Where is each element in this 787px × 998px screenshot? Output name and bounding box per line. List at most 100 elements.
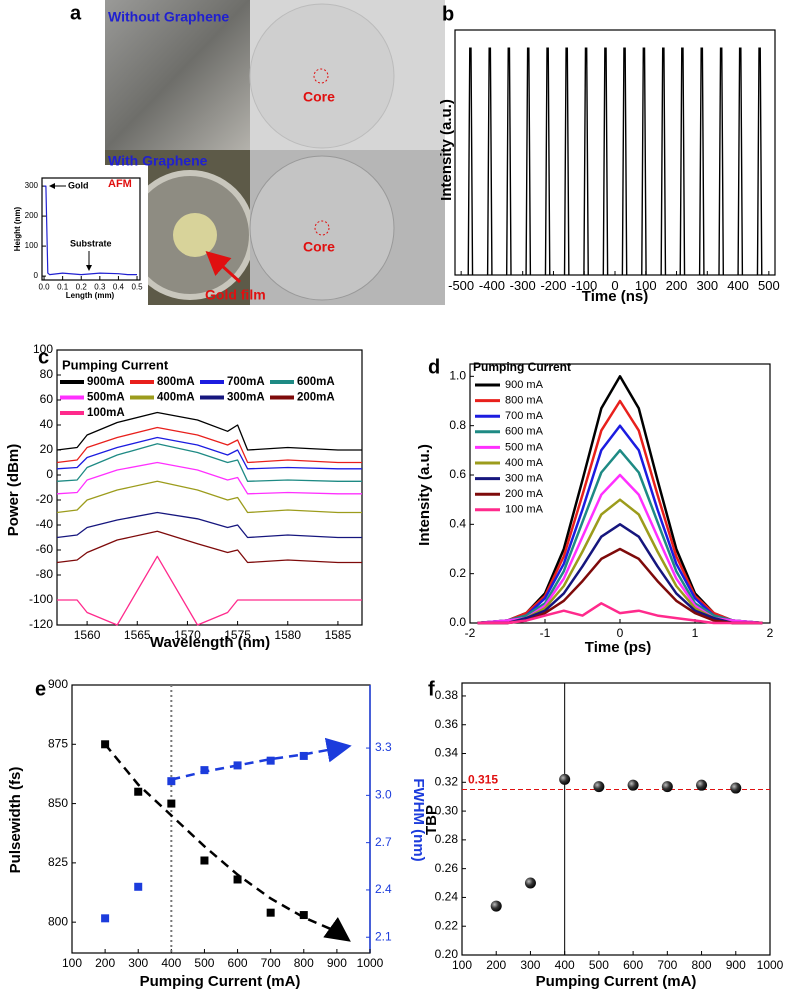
series-line (477, 498, 763, 625)
y2-tick-label: 2.1 (375, 929, 392, 943)
photo-label: AFM (108, 178, 132, 190)
legend-label: 300 mA (505, 473, 544, 485)
core-marker (313, 68, 329, 84)
photo-label: With Graphene (108, 153, 208, 169)
point (266, 908, 275, 917)
point (101, 740, 110, 749)
fiber-face (249, 3, 395, 149)
point (101, 914, 110, 923)
pulse (641, 47, 647, 276)
y-tick-label: 900 (48, 677, 68, 691)
reference-label: 0.315 (468, 773, 498, 787)
y-tick-label: 0.22 (435, 918, 459, 932)
legend-label: 800mA (157, 376, 195, 388)
x-tick-label: -2 (465, 626, 476, 640)
plot-frame (71, 684, 371, 954)
y-axis-title: Height (nm) (13, 206, 22, 251)
series-line (56, 443, 362, 482)
y-axis-title: Power (dBm) (5, 444, 22, 537)
point (233, 875, 242, 884)
legend-label: 600mA (297, 376, 335, 388)
point (200, 856, 209, 865)
x-tick-label: 800 (692, 958, 712, 972)
legend-label: 100mA (87, 407, 125, 419)
y-tick-label: -40 (36, 517, 54, 531)
y-axis-title: Intensity (a.u.) (438, 99, 455, 201)
y2-tick-label: 3.0 (375, 788, 392, 802)
plot-frame (41, 177, 141, 281)
inset-background (0, 165, 148, 305)
y-tick-label: 200 (25, 211, 39, 220)
x-tick-label: 600 (228, 956, 248, 970)
x-tick-label: 1565 (124, 628, 151, 642)
point (696, 779, 708, 791)
panel-label: a (70, 2, 82, 24)
legend-label: 300mA (227, 392, 265, 404)
x-tick-label: 1585 (325, 628, 352, 642)
point (134, 882, 143, 891)
series-line (56, 426, 362, 464)
y-tick-label: -80 (36, 567, 54, 581)
x-axis-title: Pumping Current (mA) (536, 973, 697, 990)
x-tick-label: -300 (510, 278, 536, 293)
annotation: Gold (68, 180, 89, 190)
point (167, 777, 176, 786)
x-tick-label: 400 (727, 278, 749, 293)
x-tick-label: 1000 (357, 956, 384, 970)
y-tick-label: 0.8 (449, 418, 466, 432)
x-axis-title: Length (mm) (66, 291, 115, 300)
legend-label: 200mA (297, 392, 335, 404)
series-line (56, 511, 362, 539)
y-axis-title: Pulsewidth (fs) (7, 767, 24, 874)
y-tick-label: 0.4 (449, 517, 466, 531)
core-marker (314, 220, 330, 236)
y-axis-title: TBP (423, 805, 440, 835)
y-axis-title: Intensity (a.u.) (416, 444, 433, 546)
pulse (756, 47, 763, 276)
legend-label: 700 mA (505, 410, 544, 422)
y-tick-label: 60 (40, 392, 54, 406)
legend-label: 700mA (227, 376, 265, 388)
x-tick-label: 700 (261, 956, 281, 970)
panel-label: f (428, 678, 435, 700)
y-tick-label: 875 (48, 736, 68, 750)
legend-label: 200 mA (505, 488, 544, 500)
x-tick-label: 0.0 (38, 282, 50, 291)
x-tick-label: 200 (486, 958, 506, 972)
point (593, 781, 605, 793)
y-tick-label: 0.36 (435, 717, 459, 731)
x-tick-label: 1 (692, 626, 699, 640)
y-tick-label: -20 (36, 492, 54, 506)
pulse (602, 47, 609, 276)
x-tick-label: 0.2 (76, 282, 88, 291)
y-tick-label: 100 (25, 241, 39, 250)
x-tick-label: 300 (128, 956, 148, 970)
y-tick-label: 0.30 (435, 803, 459, 817)
point (730, 782, 742, 794)
y-tick-label: 300 (25, 181, 39, 190)
series-line (477, 424, 763, 625)
y2-tick-label: 2.4 (375, 882, 392, 896)
legend-label: 400mA (157, 392, 195, 404)
arrow (205, 250, 242, 284)
legend-title: Pumping Current (473, 360, 571, 374)
pulse (505, 47, 512, 276)
point (661, 781, 673, 793)
y-tick-label: 0.34 (435, 746, 459, 760)
x-tick-label: 0.5 (131, 282, 143, 291)
y2-tick-label: 2.7 (375, 835, 392, 849)
x-tick-label: 900 (726, 958, 746, 972)
x-tick-label: 0.3 (94, 282, 106, 291)
y-tick-label: 0.6 (449, 467, 466, 481)
plot-frame (454, 29, 776, 276)
y-tick-label: 0.20 (435, 947, 459, 961)
panel-label: c (38, 346, 49, 368)
x-tick-label: 0 (611, 278, 618, 293)
y-tick-label: 800 (48, 914, 68, 928)
series-line (44, 185, 137, 276)
series-line (477, 602, 763, 625)
legend-label: 500mA (87, 392, 125, 404)
photo (105, 0, 250, 150)
x-tick-label: 1570 (174, 628, 201, 642)
x-tick-label: 0 (617, 626, 624, 640)
